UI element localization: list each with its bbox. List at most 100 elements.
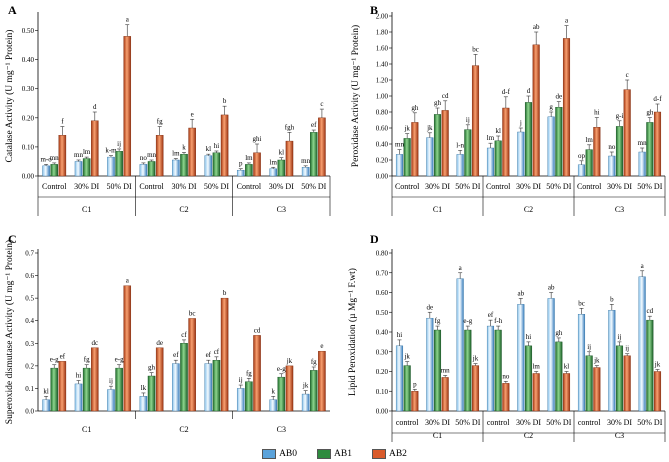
bar-ab0 xyxy=(577,314,586,412)
bar-ab2 xyxy=(285,140,294,177)
bar-ab0 xyxy=(517,131,525,177)
bar-ab2 xyxy=(318,350,326,412)
bar-ab0 xyxy=(42,165,50,177)
y-tick-label: 0.20 xyxy=(22,114,35,122)
bar-ab2 xyxy=(188,318,196,412)
significance-label: g xyxy=(549,103,553,111)
y-tick-label: 1.60 xyxy=(376,45,389,53)
significance-label: kl xyxy=(564,363,570,371)
significance-label: e xyxy=(320,342,323,350)
y-axis-label: Lipid Peroxidation (µ Mg⁻¹ F.wt) xyxy=(347,268,358,396)
significance-label: cf xyxy=(214,348,220,356)
significance-label: b xyxy=(223,289,227,297)
x-tick-label: 30% DI xyxy=(269,182,294,191)
legend-item-ab1: AB1 xyxy=(317,446,352,462)
y-tick-label: 0.80 xyxy=(376,109,389,117)
significance-label: mn xyxy=(395,141,404,149)
significance-label: ij xyxy=(625,345,629,353)
bar-ab1 xyxy=(403,138,411,177)
significance-label: no xyxy=(608,143,616,151)
bar-ab1 xyxy=(524,102,533,177)
bar-ab1 xyxy=(115,367,123,412)
significance-label: b xyxy=(223,97,227,105)
significance-label: ij xyxy=(117,140,121,148)
bar-ab2 xyxy=(623,89,631,177)
significance-label: f-h xyxy=(494,317,503,325)
significance-label: ij xyxy=(239,376,243,384)
bar-ab1 xyxy=(245,164,253,177)
significance-label: fgh xyxy=(285,123,295,131)
y-tick-label: 0.60 xyxy=(376,289,389,297)
y-tick-label: 0.40 xyxy=(376,329,389,337)
bar-ab2 xyxy=(562,38,571,177)
bar-ab1 xyxy=(646,122,654,177)
bar-ab2 xyxy=(123,36,132,177)
bar-ab0 xyxy=(172,159,180,177)
significance-label: fg xyxy=(84,356,90,364)
significance-label: e-g xyxy=(463,317,472,325)
significance-label: de xyxy=(156,339,163,347)
group-label: C1 xyxy=(433,205,442,214)
panel-letter: B xyxy=(370,3,378,17)
significance-label: a xyxy=(565,17,569,25)
bar-ab0 xyxy=(456,154,464,177)
significance-label: dc xyxy=(91,339,98,347)
bar-ab2 xyxy=(653,371,662,412)
significance-label: kl xyxy=(495,127,501,135)
significance-label: kl xyxy=(43,387,49,395)
significance-label: m-o xyxy=(40,155,52,163)
y-tick-label: 0.00 xyxy=(22,173,35,181)
significance-label: e-g xyxy=(115,356,124,364)
significance-label: hi xyxy=(594,109,600,117)
significance-label: ghi xyxy=(253,135,262,143)
x-tick-label: 30% DI xyxy=(607,418,632,427)
bar-ab2 xyxy=(502,107,510,177)
y-tick-label: 0.60 xyxy=(376,125,389,133)
significance-label: bc xyxy=(189,309,196,317)
bar-ab0 xyxy=(139,396,148,412)
y-tick-label: 0.00 xyxy=(376,173,389,181)
significance-label: ef xyxy=(206,351,212,359)
significance-label: bc xyxy=(578,299,585,307)
bar-ab1 xyxy=(615,345,624,412)
bar-ab0 xyxy=(547,298,555,412)
bar-ab0 xyxy=(456,278,464,412)
bar-ab1 xyxy=(464,129,472,177)
legend-label-ab0: AB0 xyxy=(279,449,298,459)
x-tick-label: 30% DI xyxy=(516,418,541,427)
group-label: C2 xyxy=(524,431,533,440)
significance-label: c xyxy=(320,100,323,108)
legend: AB0 AB1 AB2 xyxy=(0,446,669,462)
bar-ab2 xyxy=(155,347,164,412)
x-tick-label: 30% DI xyxy=(607,182,632,191)
bar-ab2 xyxy=(593,367,601,412)
significance-label: ij xyxy=(109,377,113,385)
bar-ab1 xyxy=(212,152,221,177)
bar-ab2 xyxy=(318,117,326,177)
significance-label: gh xyxy=(148,364,156,372)
significance-label: d-f xyxy=(502,88,511,96)
x-tick-label: 30% DI xyxy=(425,418,450,427)
x-tick-label: Control xyxy=(42,182,67,191)
bar-ab1 xyxy=(433,114,442,177)
significance-label: lk xyxy=(141,384,147,392)
y-tick-label: 0.10 xyxy=(22,143,35,151)
significance-label: ab xyxy=(533,23,540,31)
y-tick-label: 0.30 xyxy=(22,85,35,93)
significance-label: lm xyxy=(487,134,495,142)
significance-label: p xyxy=(413,380,417,388)
y-tick-label: 0.3 xyxy=(25,340,34,348)
bar-ab2 xyxy=(220,297,229,412)
x-tick-label: 50% DI xyxy=(301,182,326,191)
x-tick-label: Control xyxy=(237,182,262,191)
significance-label: hi xyxy=(397,331,403,339)
bar-ab1 xyxy=(147,375,156,412)
significance-label: jk xyxy=(426,124,433,132)
significance-label: fg xyxy=(435,317,441,325)
significance-label: p xyxy=(239,160,243,168)
bar-ab0 xyxy=(608,310,616,412)
bar-ab2 xyxy=(471,65,480,177)
group-label: C2 xyxy=(524,205,533,214)
bar-ab0 xyxy=(577,164,586,177)
significance-label: kl xyxy=(279,149,285,157)
